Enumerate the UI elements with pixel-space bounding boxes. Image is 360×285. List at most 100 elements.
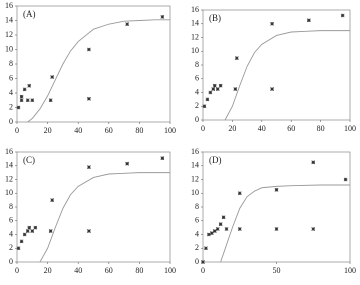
data-point	[19, 98, 24, 103]
data-point	[237, 227, 242, 231]
data-point	[160, 156, 165, 161]
data-point	[87, 165, 91, 170]
x-tick-label: 40	[258, 124, 266, 133]
y-tick-label: 10	[191, 188, 199, 197]
data-point	[87, 47, 91, 52]
plot-frame	[16, 5, 171, 123]
x-tick-label: 0	[201, 266, 205, 275]
data-point	[125, 22, 130, 27]
y-tick-label: 8	[9, 202, 13, 211]
data-point	[48, 98, 53, 103]
data-point	[218, 222, 223, 227]
y-tick-label: 12	[191, 174, 199, 183]
y-tick-label: 0	[9, 257, 13, 266]
x-tick-label: 50	[273, 266, 281, 275]
y-tick-label: 2	[195, 101, 199, 110]
panel-label: (C)	[23, 155, 35, 165]
data-point	[25, 229, 30, 233]
data-point	[233, 87, 238, 91]
data-point	[221, 215, 226, 220]
x-tick-label: 60	[105, 266, 113, 275]
data-point	[160, 14, 165, 19]
panel-label: (B)	[209, 13, 221, 23]
y-tick-label: 12	[5, 30, 13, 39]
y-tick-label: 2	[9, 102, 13, 111]
data-point	[212, 83, 217, 88]
panel-label: (D)	[209, 155, 222, 165]
plot-frame	[202, 151, 351, 263]
data-point	[209, 231, 214, 236]
y-tick-label: 10	[191, 46, 199, 55]
y-tick-label: 16	[5, 1, 13, 10]
y-tick-label: 0	[195, 115, 199, 124]
plot-frame	[16, 151, 171, 263]
x-tick-label: 40	[74, 126, 82, 135]
x-tick-label: 20	[44, 266, 52, 275]
x-tick-label: 100	[344, 124, 356, 133]
data-point	[16, 246, 21, 251]
x-tick-label: 60	[105, 126, 113, 135]
x-tick-label: 80	[135, 266, 143, 275]
data-point	[125, 161, 130, 166]
x-tick-label: 60	[287, 124, 295, 133]
data-point	[22, 87, 27, 92]
fit-curve	[220, 184, 350, 263]
y-tick-label: 16	[5, 147, 13, 156]
data-point	[311, 227, 316, 231]
y-tick-label: 12	[191, 32, 199, 41]
y-tick-label: 14	[191, 19, 199, 28]
x-tick-label: 100	[344, 266, 356, 275]
data-point	[202, 104, 207, 109]
data-point	[270, 21, 274, 26]
y-tick-label: 4	[195, 229, 199, 238]
y-tick-label: 2	[9, 243, 13, 252]
y-tick-label: 4	[9, 229, 13, 238]
x-tick-label: 0	[15, 126, 19, 135]
data-point	[27, 225, 32, 230]
x-tick-label: 0	[15, 266, 19, 275]
data-point	[204, 246, 208, 251]
y-tick-label: 8	[9, 59, 13, 68]
y-tick-label: 10	[5, 44, 13, 53]
x-tick-label: 100	[164, 126, 176, 135]
data-point	[87, 229, 91, 233]
data-point	[30, 229, 35, 233]
data-point	[306, 18, 311, 23]
y-tick-label: 0	[9, 117, 13, 126]
y-tick-label: 8	[195, 202, 199, 211]
data-point	[311, 160, 316, 165]
x-tick-label: 100	[164, 266, 176, 275]
x-tick-label: 80	[135, 126, 143, 135]
y-tick-label: 2	[195, 243, 199, 252]
data-point	[25, 98, 30, 103]
x-tick-label: 80	[317, 124, 325, 133]
data-point	[218, 83, 223, 88]
data-point	[50, 75, 55, 79]
fit-curve	[27, 19, 170, 123]
data-point	[215, 227, 220, 231]
data-point	[274, 227, 279, 231]
fit-curve	[39, 172, 170, 263]
data-point	[206, 232, 211, 237]
data-point	[270, 87, 274, 91]
data-point	[205, 97, 210, 102]
y-tick-label: 12	[5, 174, 13, 183]
data-point	[343, 177, 348, 182]
y-tick-label: 4	[9, 88, 13, 97]
x-tick-label: 20	[44, 126, 52, 135]
y-tick-label: 6	[9, 216, 13, 225]
x-tick-label: 40	[74, 266, 82, 275]
data-point	[212, 229, 217, 233]
y-tick-label: 8	[195, 60, 199, 69]
data-point	[27, 83, 32, 88]
data-point	[87, 96, 91, 101]
y-tick-label: 10	[5, 188, 13, 197]
y-tick-label: 0	[195, 257, 199, 266]
y-tick-label: 6	[195, 74, 199, 83]
fit-curve	[224, 30, 350, 121]
data-point	[211, 87, 216, 91]
y-tick-label: 6	[9, 73, 13, 82]
y-tick-label: 14	[191, 161, 199, 170]
data-point	[208, 90, 213, 95]
